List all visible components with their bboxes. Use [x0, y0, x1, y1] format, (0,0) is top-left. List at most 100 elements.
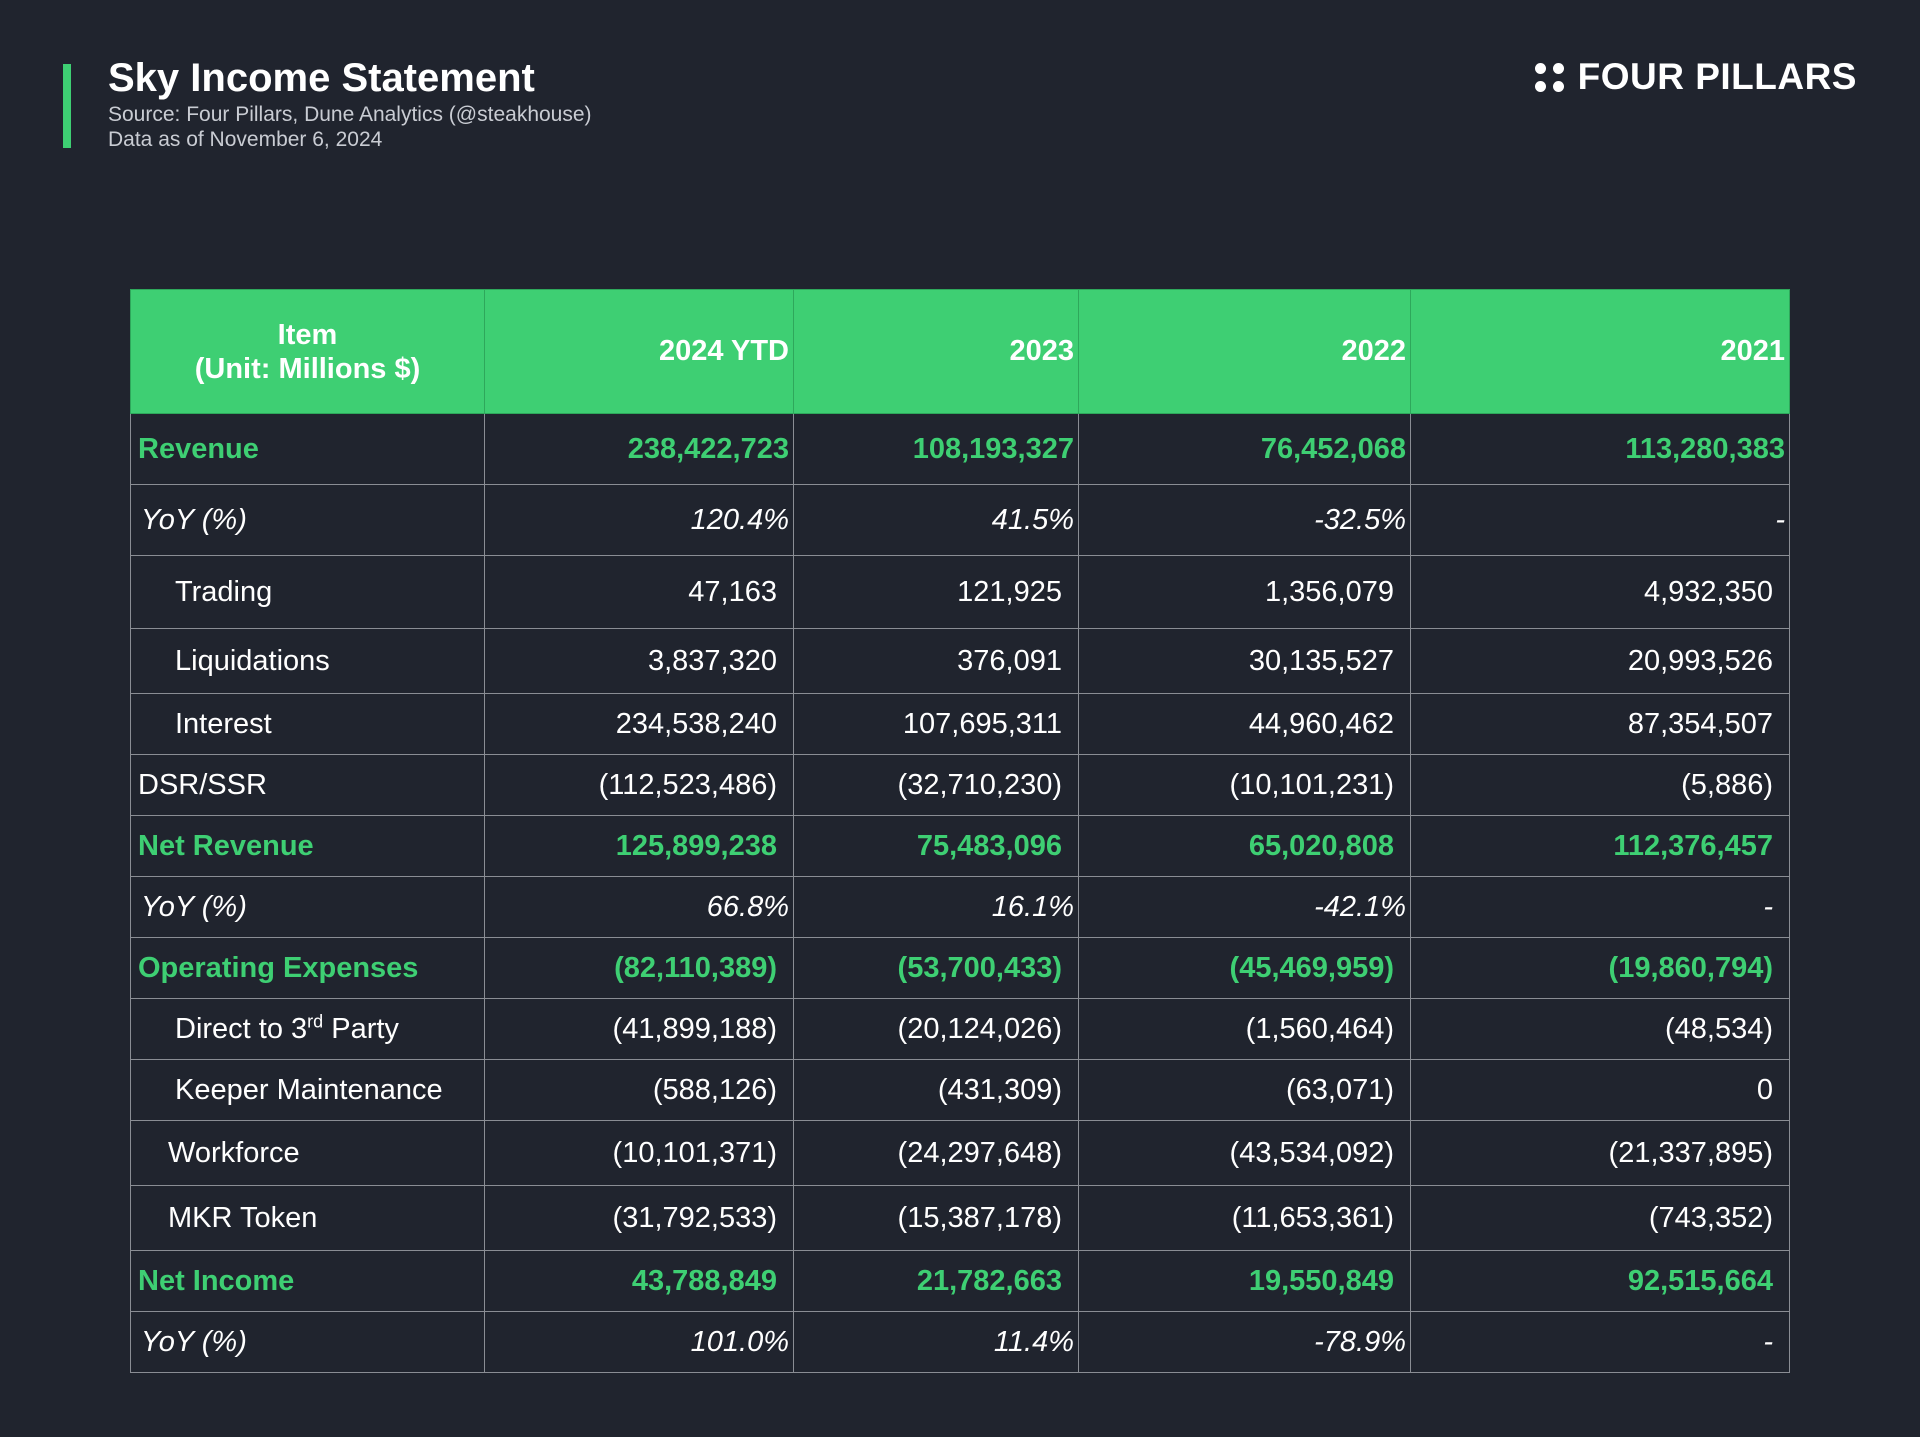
- table-cell: 238,422,723: [484, 413, 794, 485]
- table-row-dsr-ssr: DSR/SSR (112,523,486) (32,710,230) (10,1…: [130, 754, 1790, 816]
- table-cell: (743,352): [1410, 1185, 1790, 1251]
- table-cell: (31,792,533): [484, 1185, 794, 1251]
- table-cell: 3,837,320: [484, 628, 794, 694]
- table-cell: 20,993,526: [1410, 628, 1790, 694]
- table-cell: 11.4%: [793, 1311, 1079, 1373]
- table-cell: (10,101,371): [484, 1120, 794, 1186]
- table-cell: 1,356,079: [1078, 555, 1411, 629]
- table-cell: (41,899,188): [484, 998, 794, 1060]
- table-cell: 41.5%: [793, 484, 1079, 556]
- table-cell: (48,534): [1410, 998, 1790, 1060]
- row-label: Liquidations: [130, 628, 485, 694]
- table-row-direct-to-3rd-party: Direct to 3rd Party (41,899,188) (20,124…: [130, 998, 1790, 1060]
- table-row-mkr-token: MKR Token (31,792,533) (15,387,178) (11,…: [130, 1185, 1790, 1251]
- table-cell: -: [1410, 1311, 1790, 1373]
- unit-header-label: (Unit: Millions $): [194, 352, 421, 385]
- table-cell: (11,653,361): [1078, 1185, 1411, 1251]
- table-cell: (1,560,464): [1078, 998, 1411, 1060]
- title-accent-bar: [63, 64, 71, 148]
- table-cell: 4,932,350: [1410, 555, 1790, 629]
- table-cell: -: [1410, 876, 1790, 938]
- table-cell: 47,163: [484, 555, 794, 629]
- table-cell: 112,376,457: [1410, 815, 1790, 877]
- table-cell: 92,515,664: [1410, 1250, 1790, 1312]
- row-label: Revenue: [130, 413, 485, 485]
- row-label-base: Direct to 3: [175, 1012, 308, 1045]
- row-label: YoY (%): [130, 484, 485, 556]
- brand-logo: FOUR PILLARS: [1534, 56, 1857, 98]
- table-cell: 108,193,327: [793, 413, 1079, 485]
- table-cell: 76,452,068: [1078, 413, 1411, 485]
- table-cell: 19,550,849: [1078, 1250, 1411, 1312]
- table-row-net-income: Net Income 43,788,849 21,782,663 19,550,…: [130, 1250, 1790, 1312]
- column-header-item: Item (Unit: Millions $): [130, 289, 485, 414]
- table-cell: 376,091: [793, 628, 1079, 694]
- table-cell: (63,071): [1078, 1059, 1411, 1121]
- row-label-tail: Party: [323, 1012, 399, 1045]
- table-cell: (20,124,026): [793, 998, 1079, 1060]
- row-label: Net Income: [130, 1250, 485, 1312]
- table-cell: -32.5%: [1078, 484, 1411, 556]
- row-label: Workforce: [130, 1120, 485, 1186]
- table-cell: 107,695,311: [793, 693, 1079, 755]
- table-row-workforce: Workforce (10,101,371) (24,297,648) (43,…: [130, 1120, 1790, 1186]
- table-row-liquidations: Liquidations 3,837,320 376,091 30,135,52…: [130, 628, 1790, 694]
- row-label: MKR Token: [130, 1185, 485, 1251]
- table-cell: 87,354,507: [1410, 693, 1790, 755]
- table-cell: 121,925: [793, 555, 1079, 629]
- table-cell: (588,126): [484, 1059, 794, 1121]
- brand-name: FOUR PILLARS: [1577, 56, 1857, 97]
- table-cell: 65,020,808: [1078, 815, 1411, 877]
- column-header-2021: 2021: [1410, 289, 1790, 414]
- table-cell: (10,101,231): [1078, 754, 1411, 816]
- row-label: Operating Expenses: [130, 937, 485, 999]
- column-header-2023: 2023: [793, 289, 1079, 414]
- table-cell: 75,483,096: [793, 815, 1079, 877]
- table-cell: (45,469,959): [1078, 937, 1411, 999]
- table-header-row: Item (Unit: Millions $) 2024 YTD 2023 20…: [130, 289, 1790, 414]
- row-label: Keeper Maintenance: [130, 1059, 485, 1121]
- table-cell: (431,309): [793, 1059, 1079, 1121]
- table-cell: 44,960,462: [1078, 693, 1411, 755]
- item-header-label: Item: [277, 318, 338, 351]
- table-cell: (5,886): [1410, 754, 1790, 816]
- table-row-trading: Trading 47,163 121,925 1,356,079 4,932,3…: [130, 555, 1790, 629]
- table-cell: (82,110,389): [484, 937, 794, 999]
- source-note: Source: Four Pillars, Dune Analytics (@s…: [108, 103, 592, 126]
- table-cell: 16.1%: [793, 876, 1079, 938]
- table-cell: (43,534,092): [1078, 1120, 1411, 1186]
- table-cell: 66.8%: [484, 876, 794, 938]
- page-header: Sky Income Statement Source: Four Pillar…: [108, 54, 592, 152]
- table-cell: (19,860,794): [1410, 937, 1790, 999]
- table-cell: (112,523,486): [484, 754, 794, 816]
- row-label: Net Revenue: [130, 815, 485, 877]
- table-row-keeper-maintenance: Keeper Maintenance (588,126) (431,309) (…: [130, 1059, 1790, 1121]
- table-cell: (15,387,178): [793, 1185, 1079, 1251]
- date-note: Data as of November 6, 2024: [108, 128, 383, 151]
- table-cell: (32,710,230): [793, 754, 1079, 816]
- table-cell: 0: [1410, 1059, 1790, 1121]
- table-cell: 120.4%: [484, 484, 794, 556]
- table-cell: (21,337,895): [1410, 1120, 1790, 1186]
- table-row-net-revenue-yoy: YoY (%) 66.8% 16.1% -42.1% -: [130, 876, 1790, 938]
- page-title: Sky Income Statement: [108, 56, 535, 100]
- table-row-net-revenue: Net Revenue 125,899,238 75,483,096 65,02…: [130, 815, 1790, 877]
- table-row-revenue: Revenue 238,422,723 108,193,327 76,452,0…: [130, 413, 1790, 485]
- row-label: YoY (%): [130, 1311, 485, 1373]
- row-label-ordinal: rd: [307, 1010, 324, 1031]
- table-row-operating-expenses: Operating Expenses (82,110,389) (53,700,…: [130, 937, 1790, 999]
- table-cell: 30,135,527: [1078, 628, 1411, 694]
- table-cell: (24,297,648): [793, 1120, 1079, 1186]
- table-cell: -78.9%: [1078, 1311, 1411, 1373]
- row-label: Interest: [130, 693, 485, 755]
- table-cell: 21,782,663: [793, 1250, 1079, 1312]
- table-cell: 234,538,240: [484, 693, 794, 755]
- four-dots-icon: [1534, 62, 1564, 92]
- table-cell: 125,899,238: [484, 815, 794, 877]
- row-label: Trading: [130, 555, 485, 629]
- column-header-2024-ytd: 2024 YTD: [484, 289, 794, 414]
- table-row-net-income-yoy: YoY (%) 101.0% 11.4% -78.9% -: [130, 1311, 1790, 1373]
- table-row-revenue-yoy: YoY (%) 120.4% 41.5% -32.5% -: [130, 484, 1790, 556]
- table-cell: (53,700,433): [793, 937, 1079, 999]
- income-statement-table: Item (Unit: Millions $) 2024 YTD 2023 20…: [130, 289, 1790, 1373]
